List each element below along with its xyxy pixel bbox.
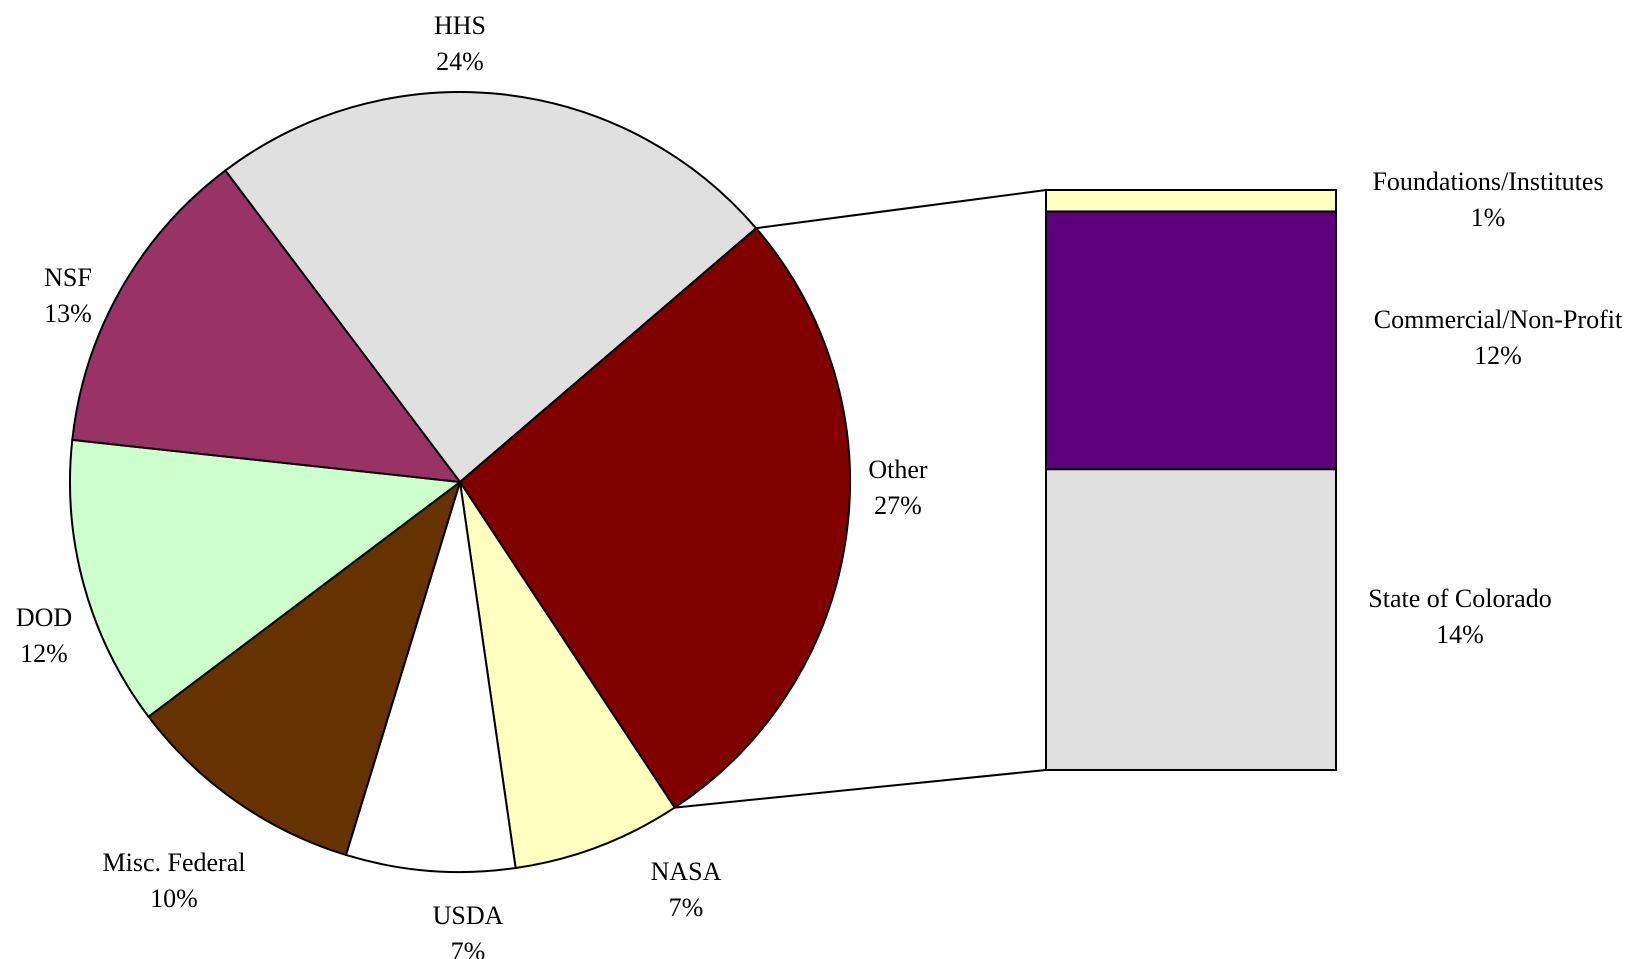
- connector-top: [755, 189, 1047, 230]
- pie: [69, 91, 851, 873]
- bar-label-state-of-colorado: State of Colorado: [1368, 584, 1551, 613]
- pie-slice-other: [458, 226, 851, 809]
- slice-label-misc-federal: Misc. Federal: [103, 848, 246, 877]
- slice-label-hhs: HHS: [434, 11, 486, 40]
- slice-value-nsf: 13%: [44, 299, 92, 328]
- slice-label-other: Other: [868, 455, 928, 484]
- pie-slice-nsf: [71, 169, 463, 484]
- bar-label-foundations-institutes: Foundations/Institutes: [1372, 167, 1603, 196]
- slice-value-misc-federal: 10%: [150, 884, 198, 913]
- slice-value-nasa: 7%: [669, 893, 704, 922]
- slice-value-hhs: 24%: [436, 47, 484, 76]
- pie-slice-usda: [344, 481, 517, 873]
- pie-slice-dod: [69, 438, 463, 719]
- breakout-connectors: [674, 189, 1047, 809]
- bar-label-commercial-non-profit: Commercial/Non-Profit: [1374, 305, 1623, 334]
- slice-label-nsf: NSF: [44, 263, 92, 292]
- bar-value-foundations-institutes: 1%: [1471, 203, 1506, 232]
- bar-segment-state-of-colorado: [1045, 468, 1337, 771]
- connector-bottom: [674, 769, 1047, 809]
- bar-segment-commercial-non-profit: [1045, 210, 1337, 471]
- pie-slice-hhs: [223, 91, 758, 484]
- pie-slice-nasa: [459, 481, 677, 870]
- breakout-bar: [1045, 189, 1337, 771]
- slice-value-other: 27%: [874, 491, 922, 520]
- bar-segment-foundations-institutes: [1045, 189, 1337, 213]
- slice-label-nasa: NASA: [651, 857, 722, 886]
- bar-value-commercial-non-profit: 12%: [1474, 341, 1522, 370]
- pie-slice-misc-federal: [147, 479, 462, 857]
- data-labels: HHS 24% Other 27% NASA 7% USDA 7% Misc. Federal 1…: [16, 11, 1623, 959]
- slice-label-dod: DOD: [16, 603, 72, 632]
- bar-value-state-of-colorado: 14%: [1436, 620, 1484, 649]
- slice-label-usda: USDA: [433, 901, 504, 930]
- slice-value-usda: 7%: [451, 937, 486, 959]
- slice-value-dod: 12%: [20, 639, 68, 668]
